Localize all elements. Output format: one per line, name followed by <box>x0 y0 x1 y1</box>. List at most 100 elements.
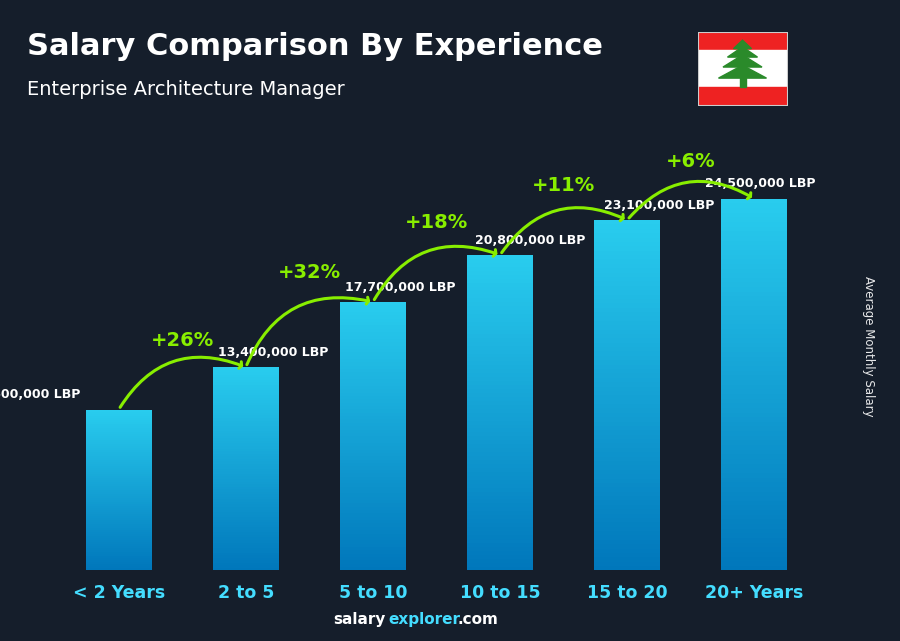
Bar <box>467 389 533 393</box>
Bar <box>594 513 661 518</box>
Bar <box>594 246 661 251</box>
Bar <box>86 540 152 542</box>
Bar <box>340 517 406 520</box>
Bar <box>594 395 661 399</box>
Bar <box>721 222 788 227</box>
Bar <box>340 437 406 440</box>
Bar <box>594 518 661 522</box>
Bar <box>212 431 279 433</box>
Bar <box>212 489 279 492</box>
Bar <box>721 250 788 254</box>
Bar <box>212 479 279 481</box>
Bar <box>467 345 533 349</box>
Bar <box>86 516 152 518</box>
Bar <box>340 456 406 460</box>
Bar <box>594 549 661 553</box>
Bar <box>467 413 533 417</box>
Bar <box>340 372 406 376</box>
Bar <box>86 514 152 516</box>
Bar <box>86 420 152 422</box>
Bar <box>721 264 788 269</box>
Bar <box>721 236 788 240</box>
Bar <box>594 422 661 426</box>
Bar <box>467 428 533 433</box>
Bar <box>467 306 533 310</box>
Bar <box>340 315 406 319</box>
Bar <box>86 535 152 537</box>
Bar <box>212 502 279 504</box>
Bar <box>721 333 788 338</box>
Bar <box>467 283 533 287</box>
Bar <box>467 460 533 464</box>
Bar <box>340 460 406 463</box>
Bar <box>721 306 788 310</box>
Bar <box>340 392 406 396</box>
Bar <box>86 429 152 432</box>
Bar <box>340 547 406 551</box>
Bar <box>594 281 661 286</box>
Bar <box>467 539 533 543</box>
Bar <box>86 560 152 562</box>
Bar <box>721 394 788 399</box>
Bar <box>86 510 152 512</box>
Bar <box>721 426 788 431</box>
Bar <box>86 484 152 486</box>
Bar <box>721 515 788 519</box>
Bar <box>340 413 406 416</box>
Bar <box>212 497 279 499</box>
Bar <box>340 419 406 423</box>
Bar <box>594 272 661 277</box>
Bar <box>340 426 406 429</box>
Bar <box>340 533 406 537</box>
Bar <box>212 456 279 459</box>
Bar <box>467 310 533 314</box>
Bar <box>467 393 533 397</box>
Bar <box>721 199 788 203</box>
Bar <box>721 315 788 320</box>
Bar <box>594 456 661 461</box>
Text: Salary Comparison By Experience: Salary Comparison By Experience <box>27 32 603 61</box>
Bar <box>212 397 279 400</box>
Bar <box>467 492 533 495</box>
Bar <box>721 543 788 547</box>
Bar <box>594 430 661 435</box>
Bar <box>721 362 788 366</box>
Bar <box>594 382 661 387</box>
Bar <box>594 365 661 369</box>
Bar <box>340 429 406 433</box>
Bar <box>86 565 152 567</box>
Bar <box>467 255 533 259</box>
Text: 10,600,000 LBP: 10,600,000 LBP <box>0 388 80 401</box>
Bar <box>721 343 788 347</box>
Bar <box>86 454 152 456</box>
Bar <box>86 508 152 510</box>
Bar <box>721 454 788 459</box>
Bar <box>467 444 533 448</box>
Bar <box>467 508 533 512</box>
Bar <box>467 543 533 547</box>
Bar <box>340 353 406 356</box>
Bar <box>594 439 661 444</box>
Bar <box>721 296 788 301</box>
Bar <box>86 542 152 544</box>
Bar <box>594 527 661 531</box>
Bar <box>721 240 788 246</box>
Bar <box>86 569 152 570</box>
Bar <box>86 488 152 490</box>
Bar <box>721 524 788 529</box>
Bar <box>340 349 406 353</box>
Bar <box>340 544 406 547</box>
Bar <box>340 406 406 410</box>
Bar <box>594 356 661 360</box>
Bar <box>340 335 406 339</box>
Bar <box>340 527 406 530</box>
Bar <box>698 51 788 87</box>
Bar <box>212 522 279 525</box>
Bar <box>340 483 406 487</box>
Bar <box>86 440 152 442</box>
Bar <box>340 487 406 490</box>
Text: 17,700,000 LBP: 17,700,000 LBP <box>345 281 455 294</box>
Bar <box>86 504 152 506</box>
Bar <box>721 310 788 315</box>
Bar <box>594 387 661 391</box>
